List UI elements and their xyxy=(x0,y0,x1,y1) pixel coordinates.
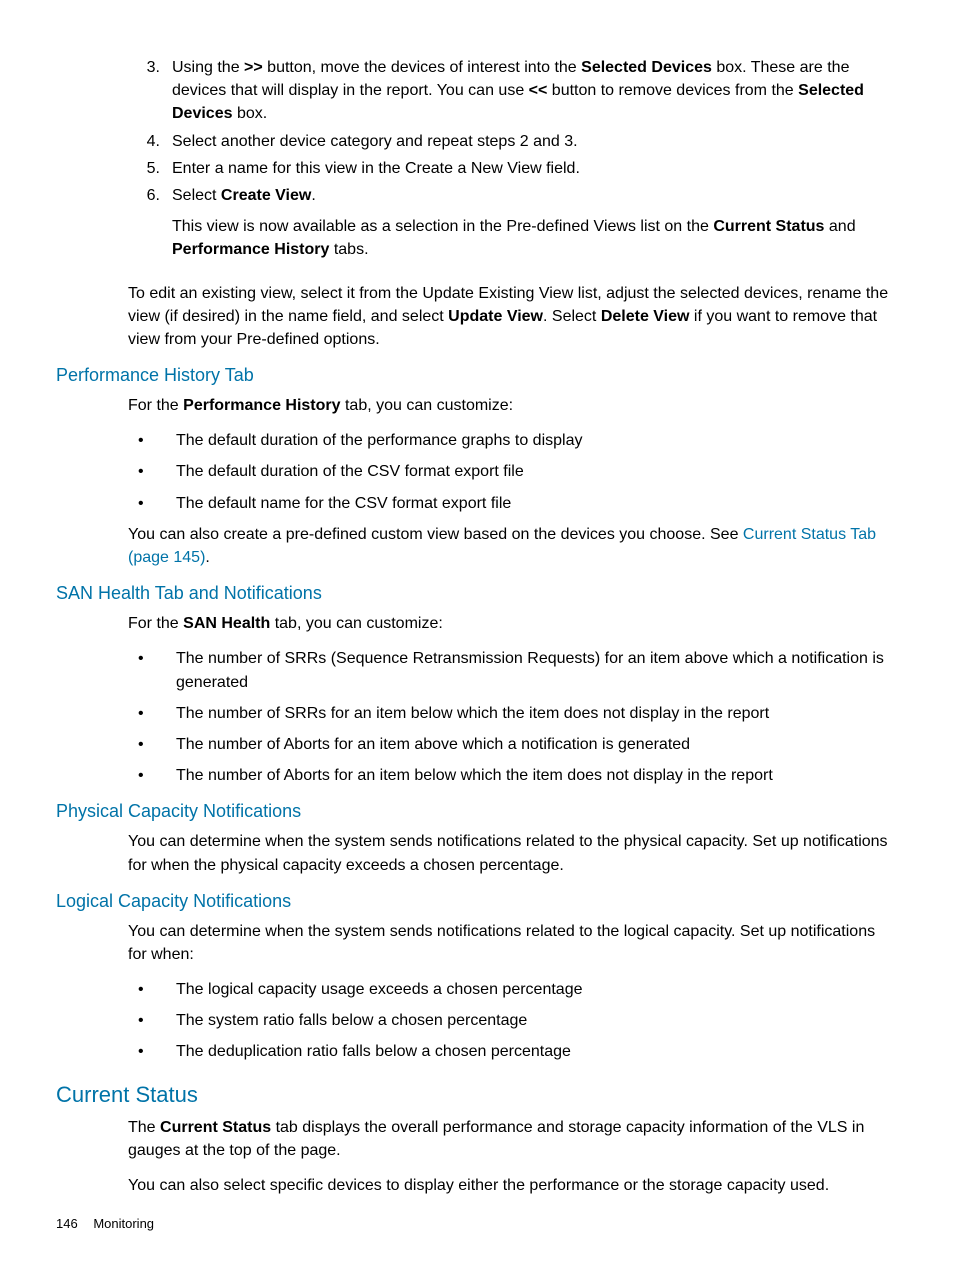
bullet-text: The default duration of the CSV format e… xyxy=(176,460,898,483)
bullet-item: •The number of SRRs for an item below wh… xyxy=(128,702,898,725)
physical-capacity-heading: Physical Capacity Notifications xyxy=(56,801,898,822)
step-subtext: This view is now available as a selectio… xyxy=(172,215,898,261)
physical-capacity-paragraph: You can determine when the system sends … xyxy=(128,830,898,876)
bullet-icon: • xyxy=(128,733,176,756)
step-number: 6. xyxy=(128,184,172,207)
current-status-heading: Current Status xyxy=(56,1082,898,1108)
performance-history-intro: For the Performance History tab, you can… xyxy=(128,394,898,417)
bullet-text: The default duration of the performance … xyxy=(176,429,898,452)
bullet-item: •The default duration of the CSV format … xyxy=(128,460,898,483)
bullet-icon: • xyxy=(128,647,176,693)
page-footer: 146 Monitoring xyxy=(56,1216,154,1231)
step-number: 3. xyxy=(128,56,172,126)
bullet-text: The default name for the CSV format expo… xyxy=(176,492,898,515)
logical-capacity-heading: Logical Capacity Notifications xyxy=(56,891,898,912)
current-status-paragraph-2: You can also select specific devices to … xyxy=(128,1174,898,1197)
bullet-icon: • xyxy=(128,702,176,725)
bullet-item: •The number of Aborts for an item below … xyxy=(128,764,898,787)
bullet-text: The system ratio falls below a chosen pe… xyxy=(176,1009,898,1032)
bullet-item: •The logical capacity usage exceeds a ch… xyxy=(128,978,898,1001)
bullet-item: •The number of SRRs (Sequence Retransmis… xyxy=(128,647,898,693)
bullet-text: The deduplication ratio falls below a ch… xyxy=(176,1040,898,1063)
footer-section: Monitoring xyxy=(93,1216,154,1231)
bullet-text: The number of SRRs (Sequence Retransmiss… xyxy=(176,647,898,693)
bullet-icon: • xyxy=(128,978,176,1001)
bullet-text: The number of SRRs for an item below whi… xyxy=(176,702,898,725)
ordered-step: 6.Select Create View. xyxy=(128,184,898,207)
bullet-icon: • xyxy=(128,1009,176,1032)
logical-capacity-intro: You can determine when the system sends … xyxy=(128,920,898,966)
step-text: Select another device category and repea… xyxy=(172,130,898,153)
bullet-item: •The number of Aborts for an item above … xyxy=(128,733,898,756)
current-status-paragraph-1: The Current Status tab displays the over… xyxy=(128,1116,898,1162)
bullet-icon: • xyxy=(128,460,176,483)
bullet-item: •The default name for the CSV format exp… xyxy=(128,492,898,515)
bullet-text: The number of Aborts for an item above w… xyxy=(176,733,898,756)
bullet-icon: • xyxy=(128,492,176,515)
step-number: 4. xyxy=(128,130,172,153)
logical-capacity-bullets: •The logical capacity usage exceeds a ch… xyxy=(128,978,898,1064)
edit-view-paragraph: To edit an existing view, select it from… xyxy=(128,282,898,352)
ordered-step: 4.Select another device category and rep… xyxy=(128,130,898,153)
performance-history-bullets: •The default duration of the performance… xyxy=(128,429,898,515)
bullet-item: •The deduplication ratio falls below a c… xyxy=(128,1040,898,1063)
ordered-step: 5.Enter a name for this view in the Crea… xyxy=(128,157,898,180)
step-text: Select Create View. xyxy=(172,184,898,207)
san-health-intro: For the SAN Health tab, you can customiz… xyxy=(128,612,898,635)
bullet-item: •The default duration of the performance… xyxy=(128,429,898,452)
bullet-icon: • xyxy=(128,429,176,452)
bullet-item: •The system ratio falls below a chosen p… xyxy=(128,1009,898,1032)
bullet-text: The logical capacity usage exceeds a cho… xyxy=(176,978,898,1001)
bullet-icon: • xyxy=(128,764,176,787)
san-health-heading: SAN Health Tab and Notifications xyxy=(56,583,898,604)
step-text: Enter a name for this view in the Create… xyxy=(172,157,898,180)
step-number-spacer xyxy=(128,211,172,271)
page-number: 146 xyxy=(56,1216,78,1231)
document-page: 3.Using the >> button, move the devices … xyxy=(0,0,954,1271)
step-number: 5. xyxy=(128,157,172,180)
step-subtext-row: This view is now available as a selectio… xyxy=(128,211,898,271)
san-health-bullets: •The number of SRRs (Sequence Retransmis… xyxy=(128,647,898,787)
ordered-step: 3.Using the >> button, move the devices … xyxy=(128,56,898,126)
step-text: Using the >> button, move the devices of… xyxy=(172,56,898,126)
performance-history-closing: You can also create a pre-defined custom… xyxy=(128,523,898,569)
performance-history-heading: Performance History Tab xyxy=(56,365,898,386)
ordered-steps-list: 3.Using the >> button, move the devices … xyxy=(128,56,898,272)
bullet-text: The number of Aborts for an item below w… xyxy=(176,764,898,787)
bullet-icon: • xyxy=(128,1040,176,1063)
